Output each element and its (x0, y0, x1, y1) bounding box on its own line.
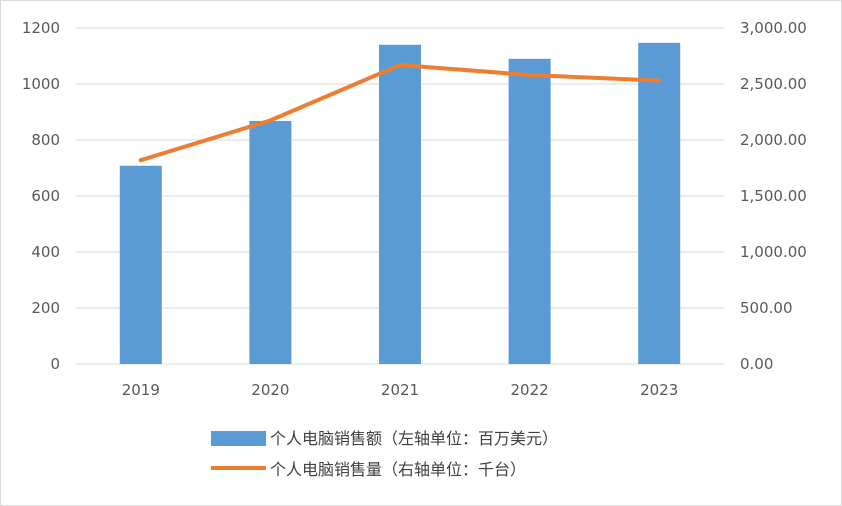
legend-bar-swatch (211, 431, 266, 446)
line-point (398, 62, 402, 67)
left-tick-label: 800 (31, 131, 60, 149)
x-axis: 2019 2020 2021 2022 2023 (122, 381, 679, 399)
legend-bar-label: 个人电脑销售额（左轴单位：百万美元） (270, 429, 558, 448)
left-tick-label: 600 (31, 187, 60, 205)
left-tick-label: 1200 (22, 19, 60, 37)
right-tick-label: 2,500.00 (740, 75, 807, 93)
left-tick-label: 400 (31, 243, 60, 261)
bar (379, 44, 421, 365)
right-tick-label: 500.00 (740, 299, 793, 317)
x-tick-label: 2023 (640, 381, 678, 399)
legend: 个人电脑销售额（左轴单位：百万美元） 个人电脑销售量（右轴单位：千台） (211, 429, 558, 479)
line-point (657, 78, 662, 83)
bar (638, 42, 681, 365)
left-tick-label: 1000 (22, 75, 60, 93)
bar (119, 165, 162, 364)
x-tick-label: 2019 (122, 381, 160, 399)
x-tick-label: 2020 (251, 381, 289, 399)
right-tick-label: 1,000.00 (740, 243, 807, 261)
right-tick-label: 2,000.00 (740, 131, 807, 149)
right-tick-label: 0.00 (740, 355, 773, 373)
left-tick-label: 0 (50, 355, 60, 373)
x-tick-label: 2022 (511, 381, 549, 399)
line-point (138, 158, 143, 163)
bar-series (119, 42, 681, 365)
x-tick-label: 2021 (381, 381, 419, 399)
bar (508, 58, 551, 365)
right-tick-label: 1,500.00 (740, 187, 807, 205)
left-tick-label: 200 (31, 299, 60, 317)
line-point (268, 118, 273, 123)
right-axis: 0.00 500.00 1,000.00 1,500.00 2,000.00 2,500.… (740, 19, 807, 373)
line-point (527, 73, 532, 78)
left-axis: 0 200 400 600 800 1000 1200 (22, 19, 60, 373)
right-tick-label: 3,000.00 (740, 19, 807, 37)
bar (249, 120, 292, 365)
legend-line-label: 个人电脑销售量（右轴单位：千台） (270, 460, 526, 479)
line-series (138, 62, 662, 163)
